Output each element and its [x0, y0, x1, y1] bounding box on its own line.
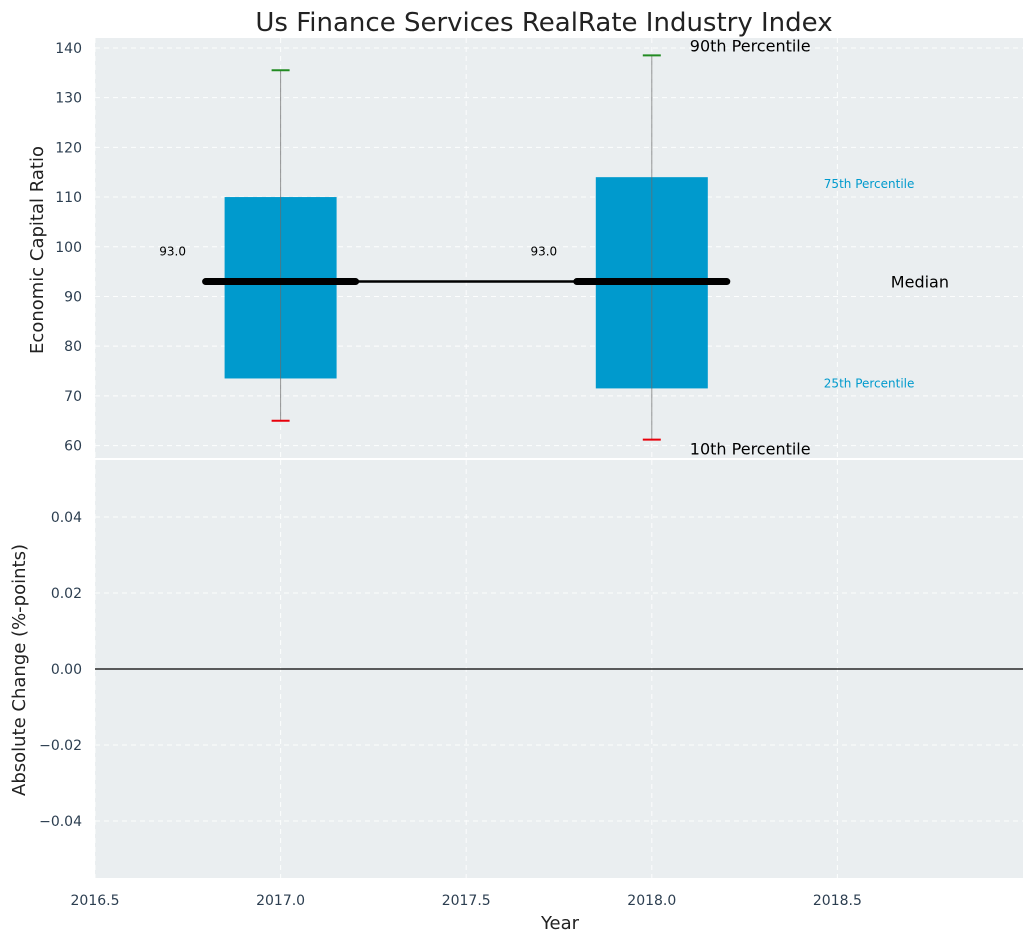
- p25-annotation: 25th Percentile: [824, 376, 915, 390]
- x-tick-label: 2018.0: [627, 893, 676, 909]
- x-tick-label: 2016.5: [71, 893, 120, 909]
- bottom-y-tick-label: 0.02: [51, 586, 82, 602]
- x-ticks: 2016.5 2017.0 2017.5 2018.0 2018.5: [71, 893, 862, 909]
- x-tick-label: 2017.0: [256, 893, 305, 909]
- annotations: 90th Percentile 75th Percentile Median 25th…: [690, 36, 949, 458]
- bottom-y-axis-label: Absolute Change (%-points): [9, 544, 30, 796]
- median-annotation: Median: [891, 273, 949, 292]
- p10-annotation: 10th Percentile: [690, 440, 811, 459]
- top-y-tick-label: 90: [64, 289, 82, 305]
- bottom-y-ticks: −0.04 −0.02 0.00 0.02 0.04: [39, 510, 82, 830]
- bottom-y-tick-label: 0.04: [51, 510, 82, 526]
- bottom-y-tick-label: −0.04: [39, 814, 82, 830]
- top-y-tick-label: 60: [64, 439, 82, 455]
- top-y-tick-label: 140: [55, 41, 82, 57]
- top-y-tick-label: 130: [55, 91, 82, 107]
- top-y-ticks: 60 70 80 90 100 110 120 130 140: [55, 41, 82, 455]
- top-y-tick-label: 70: [64, 389, 82, 405]
- median-value-label: 93.0: [530, 245, 557, 259]
- x-tick-label: 2017.5: [442, 893, 491, 909]
- x-axis-label: Year: [540, 913, 580, 934]
- bottom-y-tick-label: −0.02: [39, 738, 82, 754]
- bottom-y-tick-label: 0.00: [51, 662, 82, 678]
- p75-annotation: 75th Percentile: [824, 177, 915, 191]
- top-y-tick-label: 100: [55, 240, 82, 256]
- x-tick-label: 2018.5: [813, 893, 862, 909]
- median-value-label: 93.0: [159, 245, 186, 259]
- top-y-tick-label: 110: [55, 190, 82, 206]
- chart-title: Us Finance Services RealRate Industry In…: [255, 8, 832, 38]
- top-marks: 93.0 93.0: [159, 54, 731, 441]
- top-y-tick-label: 120: [55, 140, 82, 156]
- top-y-tick-label: 80: [64, 339, 82, 355]
- p90-annotation: 90th Percentile: [690, 36, 811, 55]
- top-y-axis-label: Economic Capital Ratio: [27, 146, 48, 354]
